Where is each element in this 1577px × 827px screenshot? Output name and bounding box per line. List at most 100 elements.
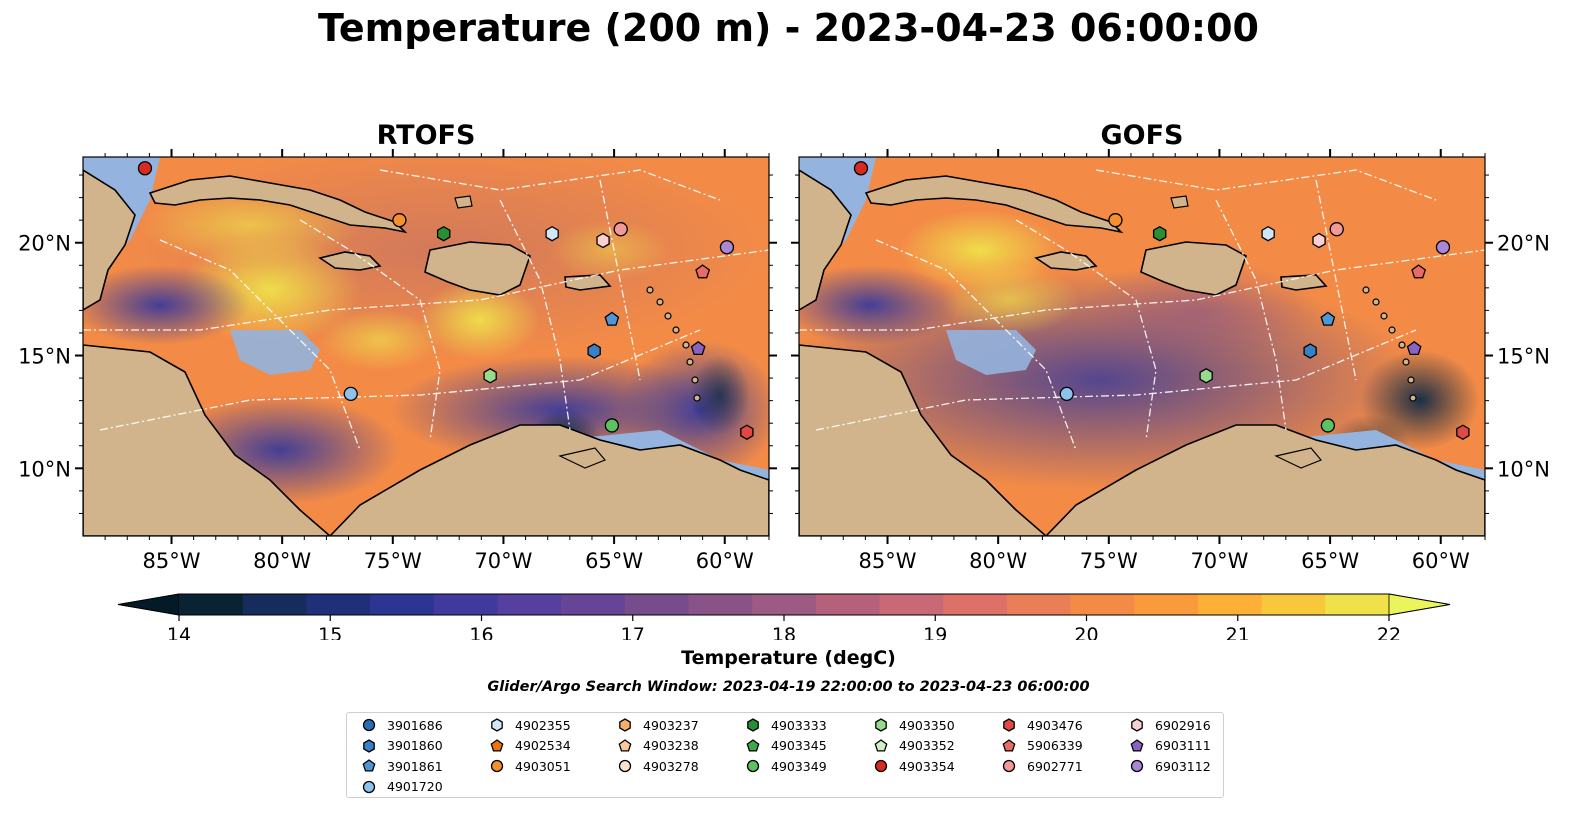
station-marker-5906339 [1411,264,1427,279]
lon-tick-label: 75°W [1080,549,1138,573]
station-marker-6902771 [1329,222,1344,237]
colorbar-tick-label: 17 [621,624,645,640]
colorbar-segment [1134,594,1199,615]
gofs-station-markers [853,161,1470,440]
legend-item: 4903051 [489,758,571,774]
panel-title-rtofs: RTOFS [376,120,476,151]
circle-marker-icon [362,780,376,793]
station-marker-6902771 [613,222,628,237]
circle-marker-icon [618,759,632,773]
colorbar-ticks: 14 15 16 17 18 19 20 21 22 [167,615,1401,640]
station-marker-4903354 [853,161,869,176]
legend-item: 4903278 [617,758,699,774]
pentagon-marker-icon [874,738,888,752]
colorbar-segment [370,594,435,615]
lon-tick-label: 80°W [969,549,1027,573]
colorbar-tick-label: 22 [1377,624,1401,640]
station-marker-6902916 [596,232,610,249]
gofs-axis-ticks: 85°W 80°W 75°W 70°W 65°W 60°W 20°N 15°N 10°N [791,149,1550,573]
lon-tick-label: 60°W [696,549,754,573]
legend-label: 4902355 [515,717,571,733]
lon-tick-label: 60°W [1412,549,1470,573]
colorbar-segment [879,594,944,615]
lat-tick-label: 10°N [18,457,71,481]
legend-label: 4903238 [643,738,699,753]
legend-item: 4903345 [745,738,827,754]
station-marker-4903333 [436,225,451,242]
station-marker-5906339 [695,264,711,279]
circle-marker-icon [746,759,760,773]
colorbar-segment [1070,594,1135,615]
station-marker-6903111 [690,340,706,356]
pentagon-marker-icon [1002,738,1016,752]
legend-label: 3901861 [387,758,443,774]
legend-label: 6902771 [1027,758,1083,774]
legend-label: 4903278 [643,758,699,774]
colorbar-tick-label: 16 [469,624,493,640]
rtofs-axis-ticks: 85°W 80°W 75°W 70°W 65°W 60°W 20°N 15°N 10°N [18,149,777,573]
circle-marker-icon [362,718,376,732]
hexagon-marker-icon [1131,718,1143,732]
legend-label: 6903112 [1155,758,1211,774]
circle-marker-icon [1002,759,1016,773]
rtofs-station-markers [137,161,754,440]
station-marker-4903476 [740,424,754,440]
station-marker-6903112 [719,240,735,255]
station-marker-6902916 [1312,232,1326,249]
colorbar: 14 15 16 17 18 19 20 21 22 [117,593,1451,640]
legend-label: 4903350 [899,717,955,733]
station-marker-4901720 [343,386,358,402]
legend-item: 4903352 [873,738,955,754]
rtofs-field [83,157,769,536]
station-marker-3901860 [587,343,601,359]
legend-label: 4901720 [387,779,443,794]
lon-tick-label: 70°W [1190,549,1248,573]
legend-label: 4903333 [771,717,827,733]
legend-item: 6902916 [1129,717,1211,733]
colorbar-segment [561,594,626,615]
search-window-note: Glider/Argo Search Window: 2023-04-19 22… [487,679,1090,695]
colorbar-tick-label: 21 [1226,624,1250,640]
station-marker-4903476 [1456,424,1470,440]
hexagon-marker-icon [875,718,887,732]
colorbar-segment [624,594,690,615]
legend-item: 6902771 [1001,758,1083,774]
lon-tick-label: 85°W [143,549,201,573]
station-marker-3901861 [1320,311,1336,326]
legend-item: 4903333 [745,717,827,733]
colorbar-segment [1006,594,1072,615]
lat-tick-label: 20°N [18,232,71,256]
station-marker-4903350 [483,368,497,384]
legend-item: 4902355 [489,717,571,733]
colorbar-segments [117,593,1451,616]
colorbar-over-extension [1388,593,1451,616]
legend-label: 3901860 [387,738,443,753]
legend-label: 4902534 [515,738,571,753]
legend-label: 4903476 [1027,717,1083,733]
lat-tick-label: 20°N [1497,232,1550,256]
legend-item: 3901860 [361,738,443,754]
colorbar-segment [688,594,753,615]
legend-label: 3901686 [387,717,443,733]
pentagon-marker-icon [490,738,504,752]
circle-marker-icon [490,759,504,773]
station-marker-4901720 [1059,386,1074,402]
station-marker-4903333 [1152,225,1167,242]
legend-item: 4902534 [489,738,571,754]
legend-item: 4903354 [873,758,955,774]
colorbar-segment [1325,594,1390,615]
legend-item: 4903237 [617,717,699,733]
legend-label: 4903349 [771,758,827,774]
legend-label: 6902916 [1155,717,1211,733]
station-marker-4903349 [1320,418,1336,433]
legend-item: 4901720 [361,779,443,795]
circle-marker-icon [1130,759,1144,773]
hexagon-marker-icon [747,718,759,732]
station-marker-4903350 [1199,368,1213,384]
colorbar-segment [497,594,562,615]
hexagon-marker-icon [491,718,503,732]
colorbar-segment [433,594,499,615]
station-marker-6903112 [1435,240,1451,255]
colorbar-segment [943,594,1008,615]
station-marker-4903051 [1108,213,1123,228]
